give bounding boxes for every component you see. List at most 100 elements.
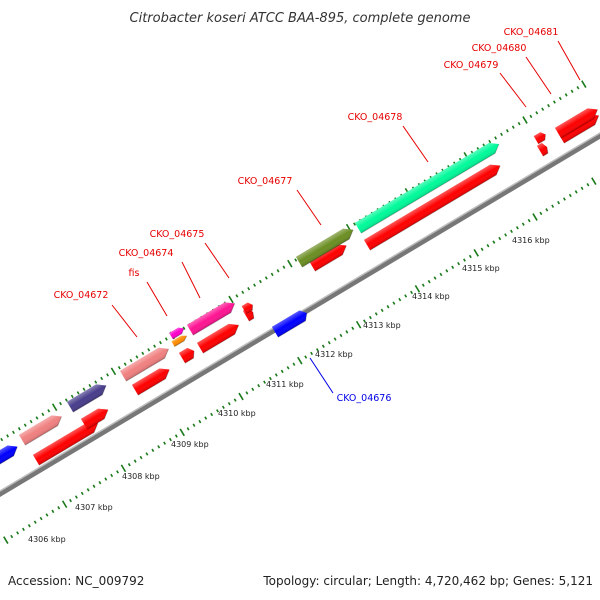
inner-tick <box>163 441 167 445</box>
gene-callout-line <box>146 281 168 317</box>
outer-tick <box>558 96 562 101</box>
gene-label: CKO_04675 <box>150 229 205 240</box>
inner-tick <box>473 249 479 257</box>
inner-tick <box>186 427 190 431</box>
gene-label: CKO_04681 <box>504 27 559 38</box>
feature-block-9 <box>295 228 354 268</box>
feature-block-6-edge <box>192 303 236 336</box>
feature-block-2 <box>66 384 107 413</box>
feature-block-10-edge <box>360 143 500 234</box>
inner-tick <box>274 373 278 377</box>
tick-tracks <box>0 80 597 544</box>
inner-tick <box>145 452 149 456</box>
feature-block-0 <box>0 445 18 466</box>
inner-tick <box>292 362 296 366</box>
outer-tick <box>100 376 104 381</box>
inner-tick <box>310 351 314 356</box>
feature-block-1-edge <box>24 416 62 446</box>
inner-tick <box>580 186 584 190</box>
inner-tick <box>486 244 490 248</box>
inner-tick <box>127 463 131 467</box>
gene-callout-line <box>557 40 581 81</box>
feature-block-7-shade <box>241 302 253 314</box>
outer-tick <box>258 279 262 284</box>
outer-tick <box>153 344 157 348</box>
feature-block-4 <box>171 335 188 348</box>
inner-tick <box>227 401 231 406</box>
kbp-label: 4314 kbp <box>412 292 450 301</box>
red-cds-6-shade <box>308 244 347 272</box>
inner-tick <box>245 391 249 395</box>
inner-tick <box>297 356 303 365</box>
outer-tick <box>576 85 580 90</box>
outer-tick <box>88 383 92 388</box>
outer-tick <box>129 358 133 363</box>
gene-callout-line <box>402 125 429 163</box>
inner-tick <box>151 448 155 453</box>
gene-label: CKO_04680 <box>472 43 527 54</box>
inner-tick <box>339 333 343 338</box>
outer-tick <box>29 419 33 424</box>
red-cds-7-shade <box>363 164 501 251</box>
inner-tick <box>238 392 244 401</box>
inner-tick <box>510 229 513 234</box>
kbp-label: 4310 kbp <box>218 409 256 418</box>
gene-callout-line <box>309 357 334 394</box>
feature-block-7 <box>241 302 254 315</box>
inner-tick <box>527 218 531 223</box>
inner-tick <box>468 254 472 259</box>
inner-tick <box>414 284 421 293</box>
feature-block-5 <box>169 327 185 340</box>
inner-tick <box>351 326 355 330</box>
inner-tick <box>316 348 319 352</box>
gene-label: CKO_04674 <box>119 248 174 259</box>
outer-tick <box>517 121 521 126</box>
feature-block-11 <box>533 132 546 145</box>
outer-tick <box>505 129 509 133</box>
red-cds-3 <box>178 347 195 364</box>
red-cds-0-edge <box>38 422 99 466</box>
inner-tick <box>198 419 202 424</box>
kbp-tick-labels: 4306 kbp 4307 kbp 4308 kbp 4309 kbp 4310 kbp… <box>28 236 550 544</box>
inner-tick <box>551 204 555 208</box>
inner-tick <box>27 524 31 528</box>
inner-tick <box>421 283 425 287</box>
inner-tick <box>345 330 349 334</box>
inner-tick <box>157 445 161 449</box>
inner-tick <box>169 437 172 442</box>
outer-tick <box>141 351 145 356</box>
kbp-label: 4312 kbp <box>315 350 353 359</box>
inner-tick <box>280 369 284 374</box>
outer-tick <box>159 340 162 345</box>
outer-tick <box>276 269 280 273</box>
feature-block-5-shade <box>169 327 184 340</box>
kbp-label: 4313 kbp <box>363 321 401 330</box>
outer-tick <box>17 427 21 431</box>
outer-tick <box>500 132 503 137</box>
kbp-label: 4307 kbp <box>75 503 113 512</box>
outer-tick <box>253 283 257 287</box>
inner-tick <box>427 279 431 284</box>
outer-tick <box>64 398 68 402</box>
red-cds-7 <box>363 164 501 251</box>
map-title: Citrobacter koseri ATCC BAA-895, complet… <box>130 11 471 26</box>
outer-tick <box>123 362 127 366</box>
red-cds-0-shade <box>32 422 98 466</box>
inner-tick <box>521 222 525 226</box>
inner-tick <box>457 261 461 266</box>
inner-tick <box>380 308 384 313</box>
inner-tick <box>574 190 578 194</box>
outer-tick <box>135 355 139 359</box>
gene-callout-line <box>525 56 552 95</box>
gene-label: CKO_04678 <box>348 112 403 123</box>
outer-tick <box>76 391 80 395</box>
inner-tick <box>515 226 519 230</box>
gene-label: CKO_04677 <box>238 176 293 187</box>
inner-tick <box>61 500 68 509</box>
outer-tick <box>110 367 117 376</box>
inner-tick <box>51 509 55 514</box>
red-cds-2-edge <box>137 369 170 396</box>
inner-tick <box>268 376 272 381</box>
feature-block-2-shade <box>66 384 107 413</box>
feature-block-9-shade <box>295 228 354 268</box>
